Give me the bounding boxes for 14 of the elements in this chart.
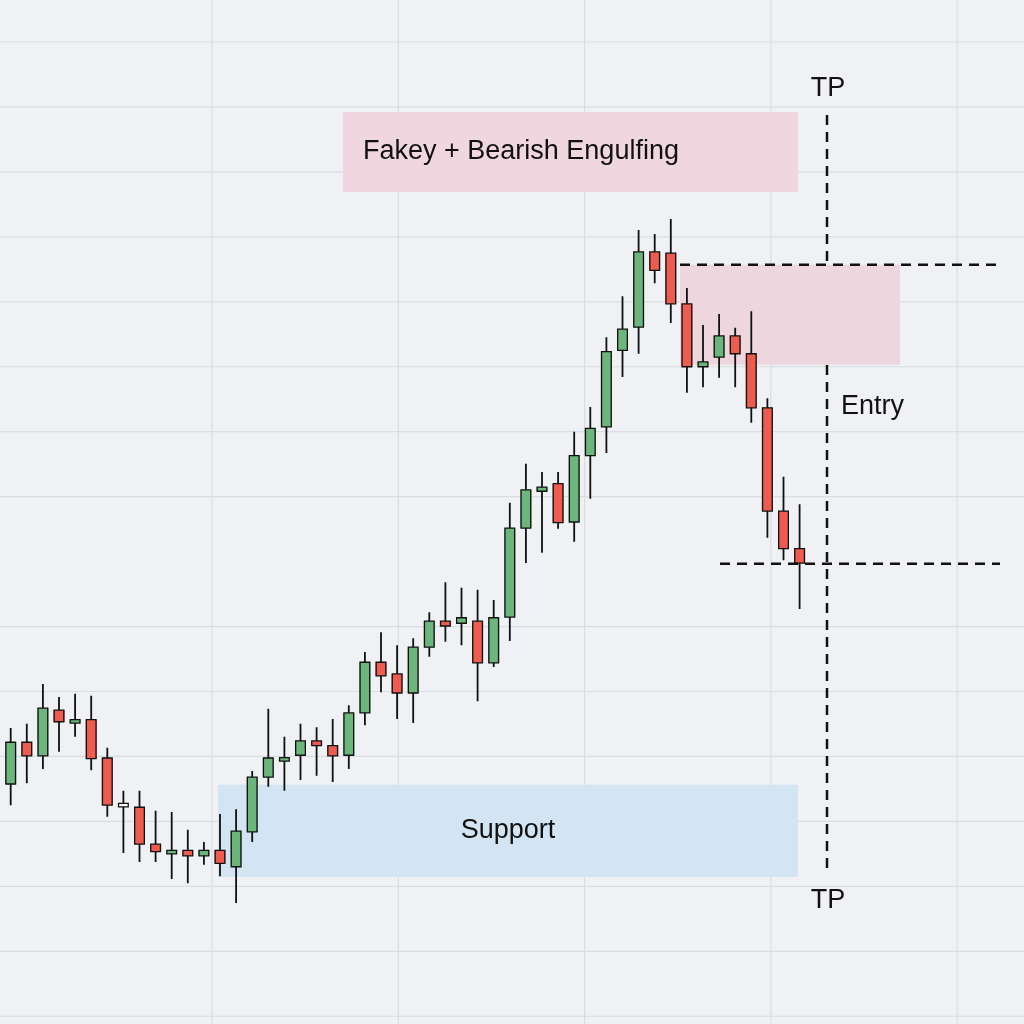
candlestick xyxy=(520,462,532,564)
candlestick xyxy=(761,397,773,539)
candlestick xyxy=(343,704,355,770)
text: TP xyxy=(810,884,846,915)
candlestick xyxy=(295,722,306,781)
candlestick xyxy=(649,233,661,285)
text: Entry xyxy=(841,390,905,421)
candlestick xyxy=(456,586,467,647)
band-label: Support xyxy=(460,814,556,845)
candlestick xyxy=(69,692,81,738)
candlestick xyxy=(713,313,725,379)
text: Fakey + Bearish Engulfing xyxy=(363,135,679,166)
candlestick xyxy=(633,229,645,355)
text: TP xyxy=(810,72,846,103)
